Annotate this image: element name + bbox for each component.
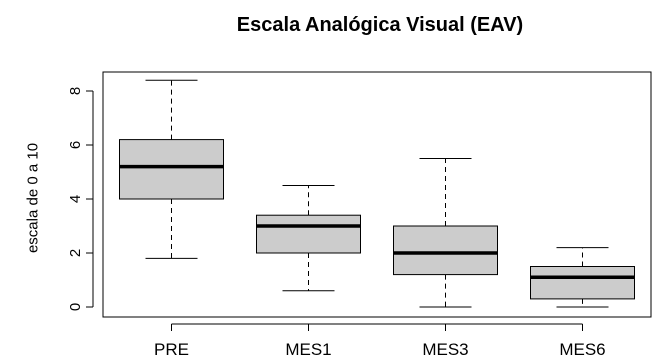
x-tick-label: PRE: [154, 340, 189, 359]
y-tick-label: 8: [67, 87, 84, 95]
iqr-box: [530, 266, 635, 300]
y-tick-label: 2: [67, 249, 84, 257]
y-tick-label: 0: [67, 303, 84, 311]
x-axis: PRE MES1 MES3 MES6: [154, 323, 606, 359]
chart-title: Escala Analógica Visual (EAV): [236, 14, 524, 36]
y-tick-label: 6: [67, 141, 84, 149]
iqr-box: [119, 139, 224, 200]
x-tick-label: MES6: [559, 340, 605, 359]
plot-frame: [102, 71, 652, 318]
iqr-box: [393, 225, 498, 276]
x-tick-label: MES1: [285, 340, 331, 359]
x-tick-label: MES3: [422, 340, 468, 359]
y-tick-label: 4: [67, 195, 84, 203]
y-axis: 0 2 4 6 8: [67, 87, 94, 311]
boxes: [119, 79, 635, 308]
box-mes3: [393, 158, 498, 308]
iqr-box: [256, 214, 361, 254]
box-pre: [119, 79, 224, 259]
box-mes1: [256, 185, 361, 292]
box-mes6: [530, 247, 635, 308]
